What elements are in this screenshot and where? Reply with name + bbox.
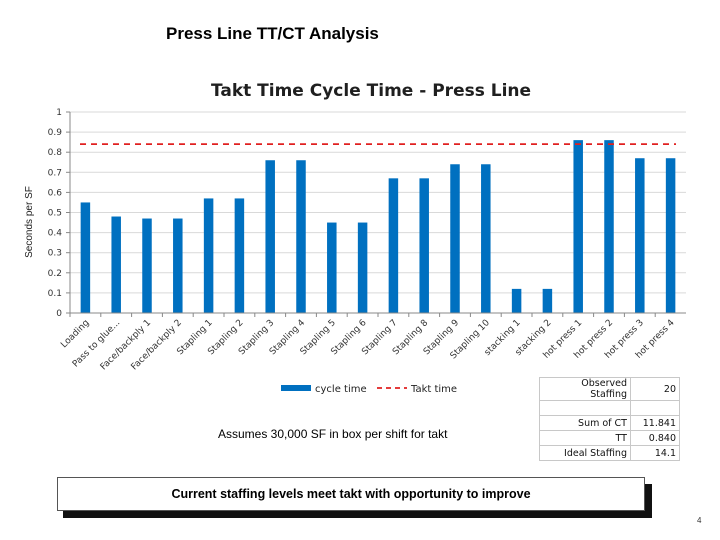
legend: cycle time Takt time bbox=[281, 384, 457, 395]
table-row: TT 0.840 bbox=[539, 430, 680, 446]
bar bbox=[604, 140, 614, 313]
y-tick-label: 0.6 bbox=[48, 188, 63, 198]
bar bbox=[665, 158, 676, 313]
stat-value: 20 bbox=[630, 377, 680, 401]
bar bbox=[173, 218, 183, 313]
y-tick-label: 0.2 bbox=[48, 269, 62, 279]
y-tick-label: 0.7 bbox=[48, 168, 62, 178]
bar bbox=[511, 288, 522, 313]
legend-swatch-cycle-time bbox=[281, 385, 311, 391]
table-row: Sum of CT 11.841 bbox=[539, 415, 680, 431]
stat-value: 0.840 bbox=[630, 430, 680, 446]
y-tick-label: 0.1 bbox=[48, 289, 62, 299]
y-tick-label: 1 bbox=[56, 108, 62, 118]
bar-series bbox=[80, 140, 676, 313]
bar bbox=[419, 178, 429, 313]
bar bbox=[296, 160, 306, 313]
bar bbox=[357, 222, 368, 313]
y-tick-label: 0.8 bbox=[48, 148, 63, 158]
y-tick-label: 0 bbox=[56, 309, 62, 319]
bar bbox=[635, 158, 645, 313]
bar bbox=[573, 140, 583, 313]
y-axis-label: Seconds per SF bbox=[24, 186, 35, 258]
chart-title: Takt Time Cycle Time - Press Line bbox=[211, 81, 531, 101]
y-axis-ticks: 0 0.1 0.2 0.3 0.4 0.5 0.6 0.7 0.8 0.9 1 bbox=[48, 108, 70, 319]
assumption-note: Assumes 30,000 SF in box per shift for t… bbox=[218, 427, 448, 441]
stat-label: Observed Staffing bbox=[539, 377, 631, 401]
y-tick-label: 0.5 bbox=[48, 209, 62, 219]
conclusion-callout: Current staffing levels meet takt with o… bbox=[57, 477, 645, 511]
stat-label: TT bbox=[539, 430, 631, 446]
stat-label bbox=[539, 400, 631, 416]
bar bbox=[142, 218, 152, 313]
stat-label: Ideal Staffing bbox=[539, 445, 631, 461]
bar bbox=[450, 164, 460, 313]
bar bbox=[388, 178, 399, 313]
stat-value: 14.1 bbox=[630, 445, 680, 461]
bar bbox=[203, 198, 214, 313]
stat-label: Sum of CT bbox=[539, 415, 631, 431]
legend-label-takt-time: Takt time bbox=[410, 384, 457, 395]
bar bbox=[481, 164, 491, 313]
legend-label-cycle-time: cycle time bbox=[315, 384, 367, 395]
bar bbox=[80, 202, 91, 313]
stat-value bbox=[630, 400, 680, 416]
stat-value: 11.841 bbox=[630, 415, 680, 431]
grid-lines bbox=[70, 111, 686, 314]
bar bbox=[542, 288, 553, 313]
table-row bbox=[539, 400, 680, 416]
y-tick-label: 0.3 bbox=[48, 249, 62, 259]
y-tick-label: 0.9 bbox=[48, 128, 63, 138]
bar bbox=[327, 222, 337, 313]
bar bbox=[265, 160, 275, 313]
page-number: 4 bbox=[697, 516, 702, 525]
callout-text: Current staffing levels meet takt with o… bbox=[171, 487, 531, 501]
bar bbox=[234, 198, 245, 313]
slide-title: Press Line TT/CT Analysis bbox=[166, 24, 379, 43]
y-tick-label: 0.4 bbox=[48, 229, 63, 239]
table-row: Ideal Staffing 14.1 bbox=[539, 445, 680, 461]
bar bbox=[111, 216, 121, 313]
staffing-table: Observed Staffing 20 Sum of CT 11.841 TT… bbox=[539, 377, 680, 461]
table-row: Observed Staffing 20 bbox=[539, 377, 680, 401]
